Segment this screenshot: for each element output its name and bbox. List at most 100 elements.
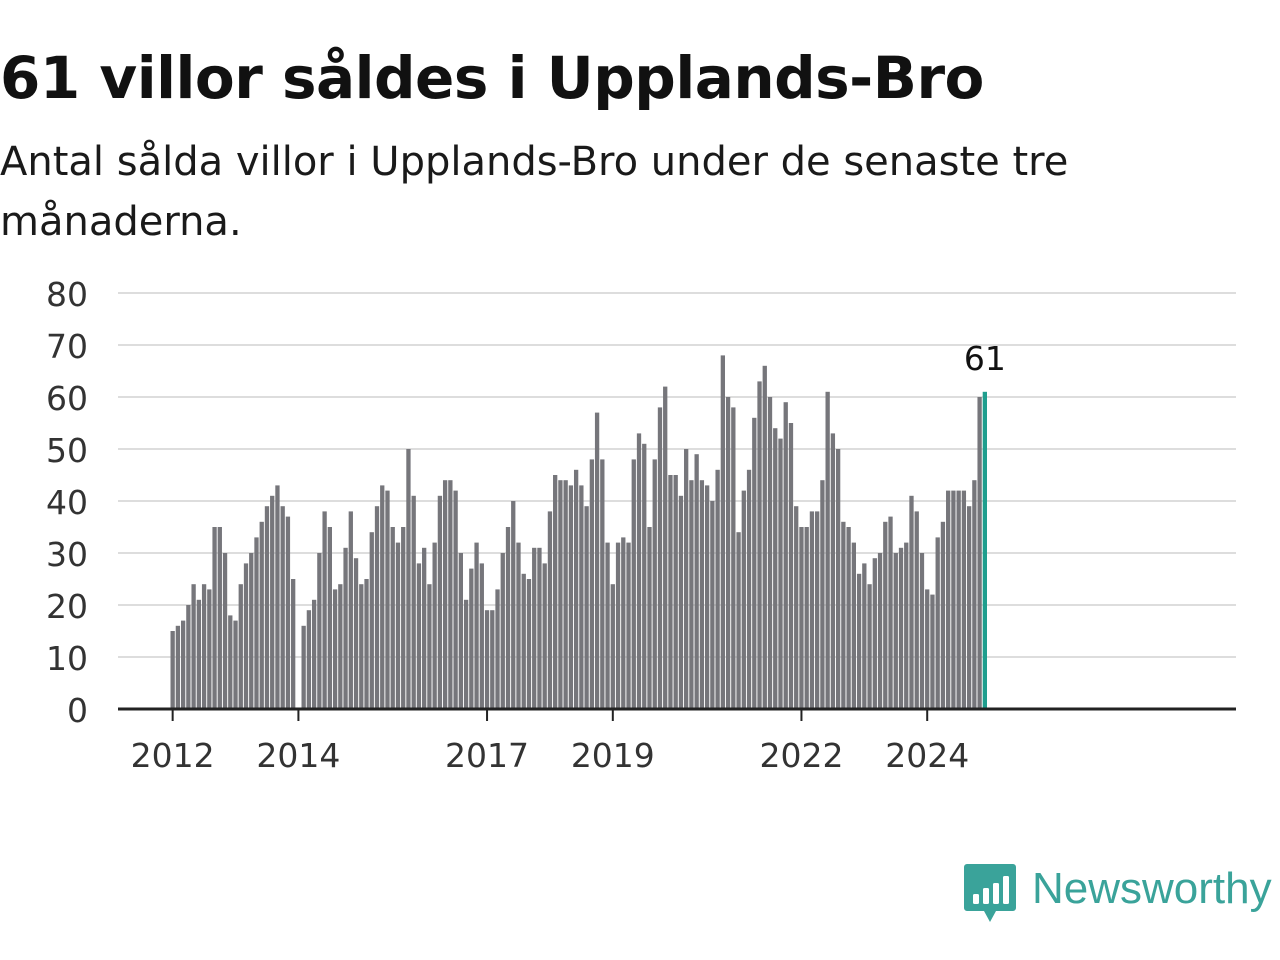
bar (270, 495, 275, 709)
bar (573, 469, 579, 709)
bar (264, 506, 270, 709)
bar (311, 599, 317, 709)
bar (757, 381, 762, 709)
bar (442, 480, 448, 709)
bar (715, 469, 720, 709)
bar (537, 547, 542, 709)
bar (736, 532, 741, 709)
bar (228, 615, 233, 709)
x-tick-label: 2022 (759, 736, 843, 775)
bar (741, 490, 746, 709)
bar (222, 553, 228, 709)
bar (720, 355, 725, 709)
bar (704, 485, 710, 709)
bar (495, 589, 500, 709)
bar (306, 610, 312, 709)
bar (893, 553, 898, 709)
y-tick-label: 70 (46, 327, 88, 366)
bar (374, 506, 380, 709)
bar (249, 553, 254, 709)
bar (794, 506, 799, 709)
bar (542, 563, 547, 709)
y-tick-label: 50 (46, 431, 88, 470)
bar (275, 485, 280, 709)
y-tick-label: 40 (46, 483, 88, 522)
bar (694, 454, 699, 709)
bar (966, 506, 972, 709)
bar (521, 573, 526, 709)
bar-chart: 2012 2014 2017 2019 2022 2024 0 10 20 30 40 50 60 70… (46, 275, 1236, 775)
x-tick-label: 2024 (885, 736, 969, 775)
bar (762, 365, 767, 709)
bar (448, 480, 453, 709)
y-tick-label: 60 (46, 379, 88, 418)
bar (835, 449, 841, 709)
bar (626, 542, 631, 709)
bar (778, 438, 783, 709)
bar (254, 537, 259, 709)
bar (972, 480, 977, 709)
bar (238, 584, 243, 709)
bar (479, 563, 484, 709)
bar (647, 527, 652, 709)
bar (353, 558, 359, 709)
y-tick-label: 20 (46, 587, 88, 626)
bar (925, 589, 930, 709)
bar (280, 506, 285, 709)
bar (474, 542, 479, 709)
bar (615, 542, 621, 709)
bar (636, 433, 642, 709)
bar (322, 511, 327, 709)
bar (888, 516, 893, 709)
bar (469, 568, 474, 709)
bar (385, 490, 390, 709)
bar (746, 469, 752, 709)
bar (663, 386, 668, 709)
y-tick-label: 0 (67, 691, 88, 730)
bar (217, 527, 222, 709)
bar (783, 402, 788, 709)
bar (427, 584, 432, 709)
bar (930, 594, 935, 709)
bar (490, 610, 495, 709)
bar (977, 397, 982, 709)
bar (652, 459, 657, 709)
bar (380, 485, 385, 709)
bar (369, 532, 374, 709)
bar (285, 516, 291, 709)
bar (332, 589, 338, 709)
newsworthy-brand: Newsworthy (964, 864, 1276, 928)
bar (830, 433, 836, 709)
bar (846, 527, 851, 709)
bar (605, 542, 610, 709)
bar (359, 584, 364, 709)
x-tick-label: 2012 (131, 736, 215, 775)
bar (610, 584, 615, 709)
bar (898, 547, 904, 709)
bar (411, 495, 416, 709)
bar (725, 397, 731, 709)
bar (883, 521, 888, 709)
x-tick-label: 2014 (256, 736, 340, 775)
bar (500, 553, 505, 709)
bar (799, 527, 804, 709)
bar (453, 490, 458, 709)
bar (872, 558, 877, 709)
bar (815, 511, 820, 709)
bar (788, 423, 794, 709)
bar (201, 584, 207, 709)
bar (657, 407, 663, 709)
bar (558, 480, 563, 709)
bar (773, 428, 778, 709)
bar (191, 584, 196, 709)
bar (631, 459, 636, 709)
bar (856, 573, 862, 709)
bar (505, 527, 511, 709)
bar (589, 459, 594, 709)
bar (291, 579, 296, 709)
bar (568, 485, 574, 709)
bar (699, 480, 705, 709)
bar (463, 599, 469, 709)
bar (212, 527, 217, 709)
x-tick-label: 2019 (571, 736, 655, 775)
